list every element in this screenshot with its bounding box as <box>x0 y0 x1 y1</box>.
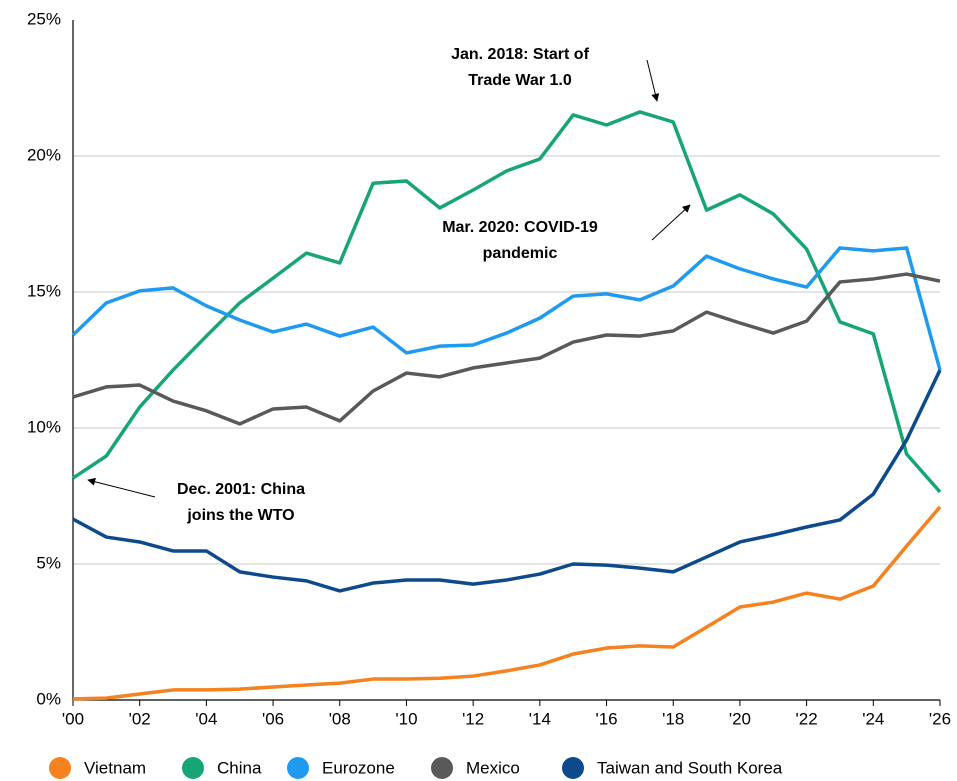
y-tick-label: 10% <box>27 417 61 436</box>
y-tick-label: 0% <box>36 689 61 708</box>
series-line <box>71 246 942 371</box>
x-tick-label: '00 <box>62 709 84 728</box>
series-line <box>72 369 942 593</box>
x-tick-label: '16 <box>595 709 617 728</box>
annotation: Dec. 2001: China <box>177 481 305 498</box>
x-tick-label: '12 <box>462 709 484 728</box>
x-tick-label: '14 <box>529 709 551 728</box>
legend-swatch <box>431 757 453 779</box>
x-tick-label: '08 <box>329 709 351 728</box>
y-tick-label: 20% <box>27 145 61 164</box>
legend-label: Eurozone <box>322 758 395 777</box>
annotation: joins the WTO <box>186 507 294 524</box>
annotation: Mar. 2020: COVID-19 <box>442 219 598 236</box>
legend-swatch <box>562 757 584 779</box>
y-tick-label: 15% <box>27 281 61 300</box>
legend-label: Mexico <box>466 758 520 777</box>
x-tick-label: '20 <box>729 709 751 728</box>
series-line <box>72 110 942 494</box>
series-line <box>72 505 942 701</box>
legend-swatch <box>182 757 204 779</box>
x-tick-label: '04 <box>195 709 217 728</box>
legend-label: Vietnam <box>84 758 146 777</box>
y-tick-label: 25% <box>27 9 61 28</box>
annotation: pandemic <box>483 245 558 262</box>
arrow <box>87 477 156 498</box>
legend-swatch <box>49 757 71 779</box>
annotation: Jan. 2018: Start of <box>451 46 590 63</box>
legend-swatch <box>287 757 309 779</box>
x-tick-label: '22 <box>796 709 818 728</box>
x-tick-label: '02 <box>129 709 151 728</box>
x-tick-label: '26 <box>929 709 951 728</box>
series-line <box>72 272 941 426</box>
arrow <box>651 204 691 241</box>
legend-label: China <box>217 758 262 777</box>
arrow <box>646 59 660 102</box>
annotation: Trade War 1.0 <box>468 72 572 89</box>
y-tick-label: 5% <box>36 553 61 572</box>
legend-label: Taiwan and South Korea <box>597 758 783 777</box>
x-tick-label: '10 <box>395 709 417 728</box>
x-tick-label: '24 <box>862 709 884 728</box>
x-tick-label: '06 <box>262 709 284 728</box>
x-tick-label: '18 <box>662 709 684 728</box>
